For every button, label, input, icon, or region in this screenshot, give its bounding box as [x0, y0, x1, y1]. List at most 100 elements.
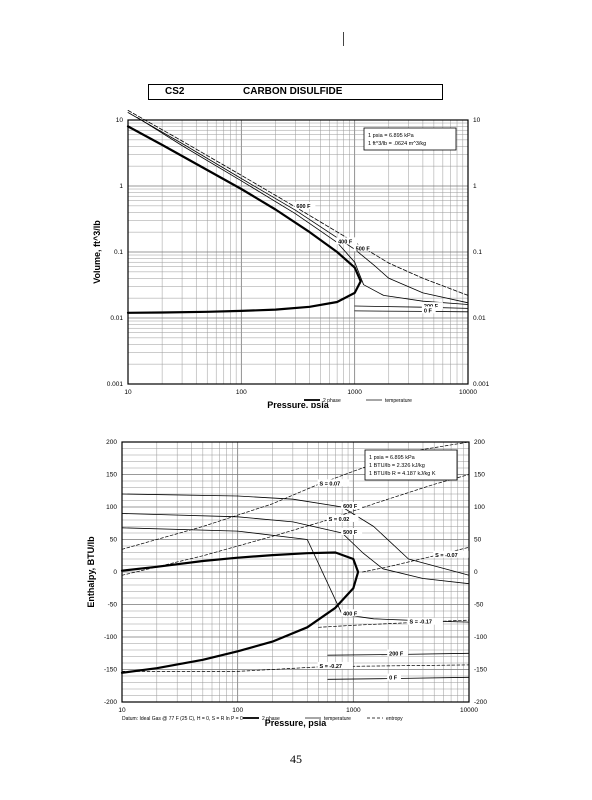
series-label: 600 F [296, 204, 311, 210]
series-label: 400 F [343, 611, 358, 617]
y-tick-label-right: 100 [474, 504, 485, 511]
plot-frame [121, 441, 470, 703]
series-label: 0 F [389, 676, 398, 682]
series-label-bg [294, 202, 316, 210]
y-tick-label-left: -150 [104, 667, 117, 674]
x-tick-label: 100 [236, 389, 247, 396]
y-axis-label: Volume, ft^3/lb [92, 220, 102, 284]
y-tick-label-right: 200 [474, 439, 485, 446]
x-axis-label: Pressure, psia [265, 718, 328, 728]
x-tick-label: 100 [232, 707, 243, 714]
legend-label: 2 phase [262, 716, 280, 722]
series-label-bg [317, 479, 350, 487]
series-label: S = -0.07 [435, 553, 457, 559]
legend-label: entropy [386, 716, 403, 722]
isotherm-line [354, 305, 469, 309]
y-tick-label-right: 0.1 [473, 249, 482, 256]
x-axis-label: Pressure, psia [267, 400, 330, 408]
page-mark [343, 32, 344, 46]
y-tick-label-right: 0.01 [473, 315, 486, 322]
y-tick-label-left: -100 [104, 634, 117, 641]
series-label-bg [433, 550, 469, 558]
y-tick-label-left: 10 [116, 117, 124, 124]
series-label-bg [353, 244, 375, 252]
y-tick-label-left: -50 [108, 602, 118, 609]
series-label: 0 F [424, 308, 433, 314]
y-tick-label-right: 0 [474, 569, 478, 576]
conversion-text: 1 psia = 6.895 kPa [368, 133, 415, 139]
series-label: S = 0.02 [329, 517, 350, 523]
y-tick-label-right: 50 [474, 537, 482, 544]
series-label: S = 0.07 [320, 481, 341, 487]
entropy-line [318, 619, 470, 628]
y-tick-label-left: 100 [106, 504, 117, 511]
y-tick-label-left: 200 [106, 439, 117, 446]
plot-frame [127, 119, 469, 385]
series-label: 500 F [343, 530, 358, 536]
series-label: 500 F [356, 246, 371, 252]
isotherm-line [121, 513, 470, 585]
series-label: 200 F [389, 652, 404, 658]
y-tick-label-right: 0.001 [473, 381, 490, 388]
series-label: S = -0.27 [320, 664, 342, 670]
x-tick-label: 10000 [460, 707, 478, 714]
x-tick-label: 10 [124, 389, 132, 396]
compound-code: CS2 [165, 86, 185, 97]
isotherm-line [136, 116, 469, 305]
x-tick-label: 10000 [459, 389, 477, 396]
isotherm-line [354, 310, 469, 313]
y-tick-label-right: -100 [474, 634, 487, 641]
y-tick-label-left: -200 [104, 699, 117, 706]
y-tick-label-left: 50 [110, 537, 118, 544]
series-label-bg [341, 528, 363, 535]
series-label-bg [326, 515, 359, 522]
isotherm-line [127, 110, 469, 296]
isotherm-line [121, 493, 470, 576]
conversion-box [363, 127, 457, 151]
y-axis-label: Enthalpy, BTU/lb [86, 536, 96, 608]
conversion-text: 1 ft^3/lb = .0624 m^3/kg [368, 141, 426, 147]
legend-label: temperature [324, 716, 351, 722]
series-label: 600 F [343, 504, 358, 510]
y-tick-label-right: -50 [474, 602, 484, 609]
chart-footnote: Datum: Ideal Gas @ 77 F (25 C), H = 0, S… [122, 716, 243, 722]
y-tick-label-left: 1 [119, 183, 123, 190]
series-label-bg [317, 661, 353, 669]
compound-title-box: CS2 CARBON DISULFIDE [148, 84, 443, 100]
y-tick-label-right: -150 [474, 667, 487, 674]
isotherm-line [121, 527, 470, 623]
page-number: 45 [290, 752, 302, 766]
x-tick-label: 1000 [347, 389, 362, 396]
y-tick-label-left: 150 [106, 472, 117, 479]
compound-name: CARBON DISULFIDE [243, 86, 343, 97]
conversion-box [364, 449, 458, 481]
y-tick-label-right: 10 [473, 117, 481, 124]
y-tick-label-right: 150 [474, 472, 485, 479]
series-label-bg [387, 673, 401, 681]
series-label-bg [421, 302, 443, 310]
conversion-text: 1 psia = 6.895 kPa [369, 455, 416, 461]
y-tick-label-left: 0 [113, 569, 117, 576]
y-tick-label-left: 0.01 [110, 315, 123, 322]
y-tick-label-right: -200 [474, 699, 487, 706]
y-tick-label-right: 1 [473, 183, 477, 190]
series-label-bg [336, 237, 358, 245]
x-tick-label: 1000 [346, 707, 361, 714]
y-tick-label-left: 0.1 [114, 249, 123, 256]
two-phase-curve [120, 551, 360, 674]
two-phase-curve [126, 125, 362, 314]
series-label-bg [341, 609, 363, 617]
conversion-text: 1 BTU/lb R = 4.187 kJ/kg K [369, 471, 436, 477]
legend-label: 2 phase [323, 398, 341, 404]
series-label-bg [407, 617, 443, 625]
series-label: S = -0.17 [410, 620, 432, 626]
series-label-bg [421, 306, 436, 314]
series-label-bg [387, 649, 409, 657]
enthalpy-pressure-chart: 600 F 500 F 400 F 200 F 0 F S = 0.07 S = 0.02 S… [86, 439, 487, 728]
x-tick-label: 10 [118, 707, 126, 714]
series-label-bg [341, 502, 363, 509]
conversion-text: 1 BTU/lb = 2.326 kJ/kg [369, 463, 425, 469]
legend-label: temperature [385, 398, 412, 404]
series-label: 400 F [338, 239, 353, 245]
